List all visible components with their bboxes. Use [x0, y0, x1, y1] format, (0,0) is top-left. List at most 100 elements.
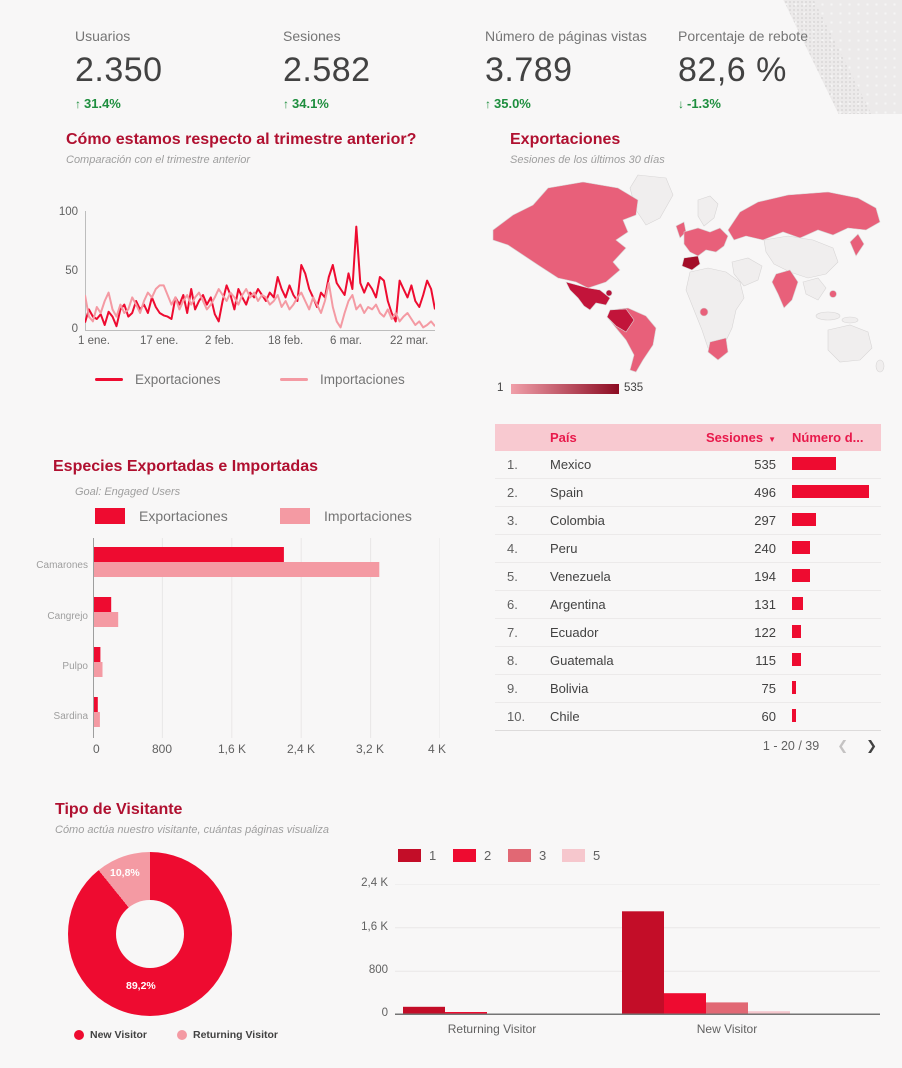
map-region-australia: [827, 324, 873, 363]
scorecard-usuarios: Usuarios 2.350 ↑ 31.4%: [75, 28, 163, 111]
row-sessions: 60: [761, 709, 776, 724]
row-sessions: 131: [754, 597, 776, 612]
map-scale-min: 1: [497, 382, 504, 394]
map-region-middle-east: [731, 257, 763, 287]
table-row: 5. Venezuela 194: [495, 563, 881, 591]
map-region-caribbean[interactable]: [605, 289, 613, 297]
kpi-label: Sesiones: [283, 28, 341, 44]
visitor-chart-subtitle: Cómo actúa nuestro visitante, cuántas pá…: [55, 824, 329, 836]
columns-legend-3: 3: [508, 848, 546, 863]
kpi-value: 2.582: [283, 51, 371, 89]
map-region-japan[interactable]: [849, 233, 865, 257]
new-visitor-dot-icon: [74, 1030, 84, 1040]
map-region-africa: [685, 267, 745, 356]
row-pageviews-bar: [776, 568, 881, 585]
row-rank: 6.: [507, 597, 518, 612]
header-country: País: [550, 430, 577, 445]
row-country: Argentina: [550, 597, 606, 612]
row-country: Ecuador: [550, 625, 599, 640]
header-sessions[interactable]: Sesiones ▼: [705, 430, 776, 445]
table-row: 9. Bolivia 75: [495, 675, 881, 703]
map-region-new-zealand: [875, 359, 885, 373]
kpi-label: Usuarios: [75, 28, 131, 44]
map-region-india[interactable]: [771, 269, 799, 309]
map-region-philippines[interactable]: [829, 290, 837, 298]
row-sessions: 496: [754, 485, 776, 500]
row-rank: 8.: [507, 653, 518, 668]
trend-chart-title: Cómo estamos respecto al trimestre anter…: [66, 131, 417, 148]
row-pageviews-bar: [776, 456, 881, 473]
row-country: Guatemala: [550, 653, 614, 668]
header-pageviews[interactable]: Número d...: [792, 430, 864, 445]
map-region-indonesia: [815, 311, 841, 321]
row-country: Colombia: [550, 513, 605, 528]
kpi-value: 2.350: [75, 51, 163, 89]
species-legend-exportaciones: Exportaciones: [95, 508, 228, 524]
donut-legend-returning-visitor: Returning Visitor: [177, 1029, 278, 1041]
row-pageviews-bar: [776, 708, 881, 725]
series-1-swatch: [398, 849, 421, 862]
map-subtitle: Sesiones de los últimos 30 días: [510, 154, 665, 166]
map-region-gabon[interactable]: [699, 307, 709, 317]
scorecard-paginas-vistas: Número de páginas vistas 3.789 ↑ 35.0%: [485, 28, 647, 111]
kpi-label: Porcentaje de rebote: [678, 28, 808, 44]
trend-xtick: 22 mar.: [390, 335, 429, 347]
row-country: Venezuela: [550, 569, 611, 584]
map-region-andes[interactable]: [606, 308, 635, 333]
up-arrow-icon: ↑: [485, 97, 491, 111]
row-sessions: 194: [754, 569, 776, 584]
table-row: 7. Ecuador 122: [495, 619, 881, 647]
row-rank: 10.: [507, 709, 526, 724]
row-sessions: 297: [754, 513, 776, 528]
map-region-south-africa[interactable]: [707, 337, 729, 361]
species-xtick: 3,2 K: [355, 742, 385, 756]
scorecard-sesiones: Sesiones 2.582 ↑ 34.1%: [283, 28, 371, 111]
country-table: País Sesiones ▼ Número d... 1. Mexico 535 2.…: [495, 424, 881, 761]
legend-exportaciones: Exportaciones: [95, 372, 221, 387]
row-rank: 9.: [507, 681, 518, 696]
pagination-next-button[interactable]: ❯: [866, 738, 877, 753]
map-region-scandinavia: [697, 195, 719, 227]
row-pageviews-bar: [776, 512, 881, 529]
table-row: 4. Peru 240: [495, 535, 881, 563]
exportaciones-swatch: [95, 508, 125, 524]
map-region-europe[interactable]: [683, 227, 729, 257]
table-row: 2. Spain 496: [495, 479, 881, 507]
columns-xtick-new: New Visitor: [696, 1022, 758, 1036]
map-region-indonesia: [841, 316, 859, 324]
table-row: 1. Mexico 535: [495, 451, 881, 479]
row-country: Spain: [550, 485, 584, 500]
columns-ytick: 800: [368, 964, 388, 976]
map-region-russia[interactable]: [727, 191, 881, 241]
row-sessions: 115: [755, 653, 776, 668]
kpi-delta: ↓ -1.3%: [678, 96, 721, 111]
trend-xtick: 6 mar.: [330, 335, 362, 347]
species-xtick: 4 K: [427, 742, 447, 756]
exportaciones-line-swatch: [95, 378, 123, 381]
visitor-donut-chart: 10,8% 89,2%: [68, 852, 232, 1016]
kpi-delta: ↑ 31.4%: [75, 96, 121, 111]
sort-caret-icon: ▼: [768, 435, 776, 444]
map-region-mexico[interactable]: [565, 281, 611, 311]
trend-line-chart: [85, 211, 435, 331]
pagination-prev-button[interactable]: ❮: [837, 738, 849, 753]
row-pageviews-bar: [776, 680, 881, 697]
map-region-spain[interactable]: [681, 255, 701, 271]
trend-xtick: 1 ene.: [78, 335, 110, 347]
species-xtick: 1,6 K: [217, 742, 247, 756]
map-scale-max: 535: [624, 382, 644, 394]
species-chart-subtitle: Goal: Engaged Users: [75, 486, 181, 498]
row-pageviews-bar: [776, 624, 881, 641]
row-pageviews-bar: [776, 540, 881, 557]
map-region-se-asia: [802, 277, 827, 301]
row-rank: 5.: [507, 569, 518, 584]
legend-importaciones: Importaciones: [280, 372, 405, 387]
returning-visitor-dot-icon: [177, 1030, 187, 1040]
kpi-value: 3.789: [485, 51, 573, 89]
map-region-china: [763, 235, 839, 279]
down-arrow-icon: ↓: [678, 97, 684, 111]
map-region-north-america[interactable]: [492, 181, 639, 289]
species-xtick: 2,4 K: [286, 742, 316, 756]
row-country: Chile: [550, 709, 580, 724]
up-arrow-icon: ↑: [283, 97, 289, 111]
